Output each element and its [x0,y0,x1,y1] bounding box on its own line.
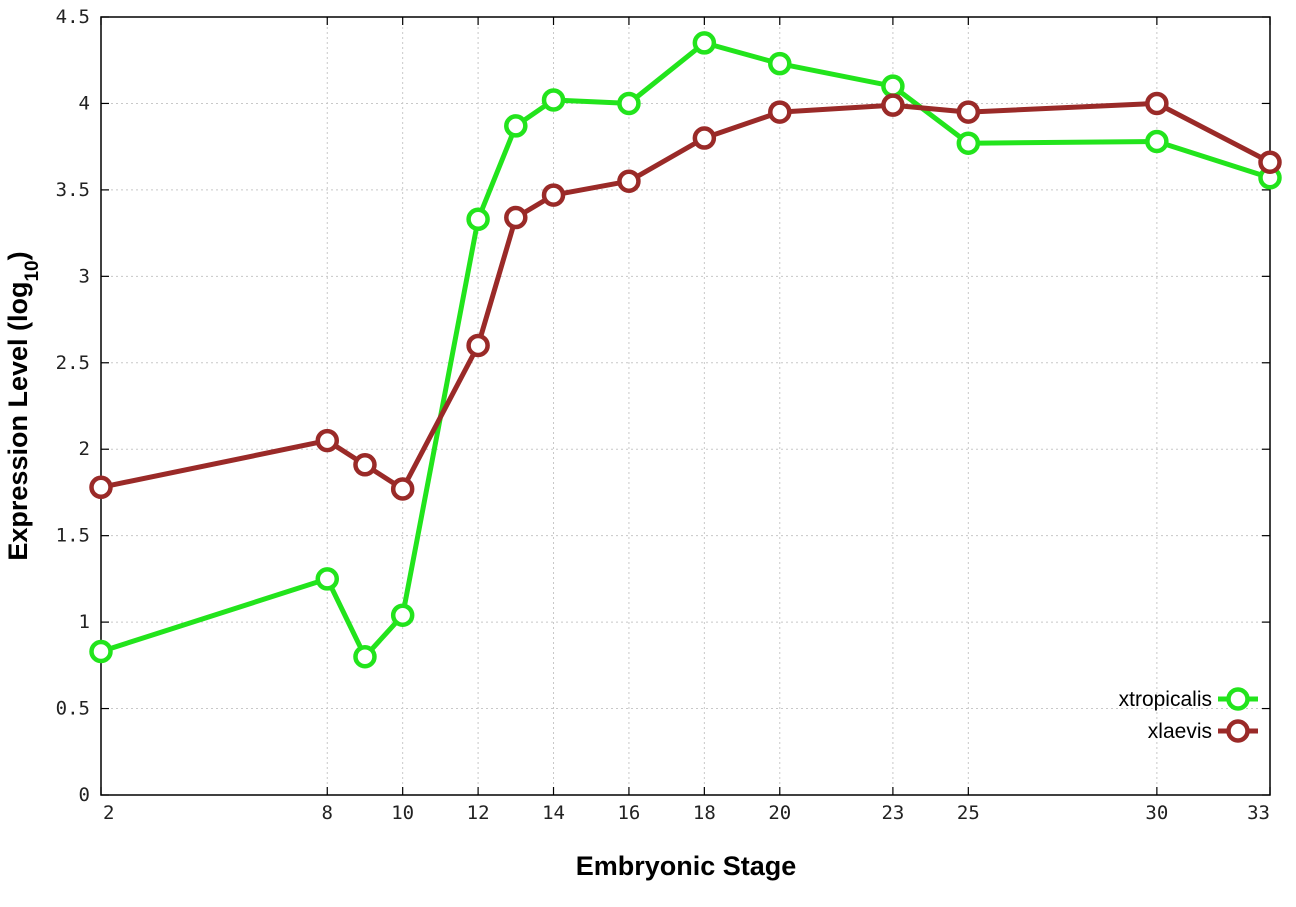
data-point-xlaevis [541,183,566,207]
legend-item-xlaevis: xlaevis [1148,719,1258,743]
data-point-xtropicalis [541,88,566,112]
data-point-xtropicalis [466,207,490,232]
x-tick-label: 16 [617,802,640,824]
x-tick-label: 12 [467,802,490,824]
data-point-xtropicalis [504,114,528,138]
series-xtropicalis [89,31,1282,669]
x-tick-label: 25 [957,802,980,824]
x-tick-label: 20 [768,802,791,824]
data-point-xlaevis [1258,150,1282,174]
y-axis-title-main: Expression Level (log [3,282,33,561]
y-axis-title: Expression Level (log10) [3,251,43,560]
data-point-xtropicalis [617,91,641,116]
y-tick-label: 4.5 [56,6,90,28]
y-tick-label: 2.5 [56,352,90,374]
data-point-xtropicalis [353,644,377,669]
y-axis-title-subscript: 10 [22,260,43,281]
ticks: 2 8 10 12 14 16 18 20 23 25 30 33 0 0.5 1 1.5 2 2.5 3 3.5 4 4… [56,6,1271,824]
data-point-xtropicalis [692,31,717,55]
data-point-xtropicalis [881,74,905,98]
y-tick-label: 1.5 [56,525,90,547]
data-point-xtropicalis [768,51,792,76]
x-tick-label: 2 [103,802,114,824]
y-tick-label: 3.5 [56,179,90,201]
data-point-xlaevis [353,453,377,477]
grid [101,17,1270,795]
y-tick-label: 1 [79,611,90,633]
data-point-xlaevis [390,477,415,501]
legend-marker [1226,719,1250,743]
series-xlaevis [89,91,1282,501]
legend-label: xlaevis [1148,720,1212,743]
series-layer [89,31,1282,669]
y-axis-title-end: ) [3,251,33,260]
y-tick-label: 0 [79,784,90,806]
data-point-xlaevis [89,475,113,500]
data-point-xlaevis [692,126,717,150]
data-point-xtropicalis [89,639,113,664]
y-tick-label: 2 [79,438,90,460]
data-point-xlaevis [1145,91,1169,116]
data-point-xlaevis [617,169,641,193]
x-tick-label: 8 [322,802,333,824]
data-point-xlaevis [315,428,340,453]
data-point-xtropicalis [315,567,340,591]
data-point-xlaevis [768,100,792,124]
x-tick-label: 14 [542,802,565,824]
series-line-xlaevis [100,100,1272,492]
x-axis-title: Embryonic Stage [576,851,797,881]
series-line-xtropicalis [100,40,1271,660]
legend: xtropicalis xlaevis [1119,687,1258,743]
x-tick-label: 18 [693,802,716,824]
legend-item-xtropicalis: xtropicalis [1119,687,1258,711]
data-point-xtropicalis [1145,129,1169,154]
data-point-xlaevis [504,205,528,230]
data-point-xlaevis [881,93,905,117]
legend-label: xtropicalis [1119,688,1212,711]
x-tick-label: 23 [881,802,904,824]
y-tick-label: 3 [79,265,90,287]
x-tick-label: 10 [391,802,414,824]
x-tick-label: 33 [1247,802,1270,824]
y-tick-label: 4 [79,92,90,114]
data-point-xlaevis [466,333,490,358]
plot-frame [100,16,1271,796]
data-point-xtropicalis [390,603,415,627]
x-tick-label: 30 [1145,802,1168,824]
legend-marker [1226,687,1250,711]
y-tick-label: 0.5 [56,698,90,720]
data-point-xtropicalis [956,131,981,155]
data-point-xlaevis [956,100,981,124]
